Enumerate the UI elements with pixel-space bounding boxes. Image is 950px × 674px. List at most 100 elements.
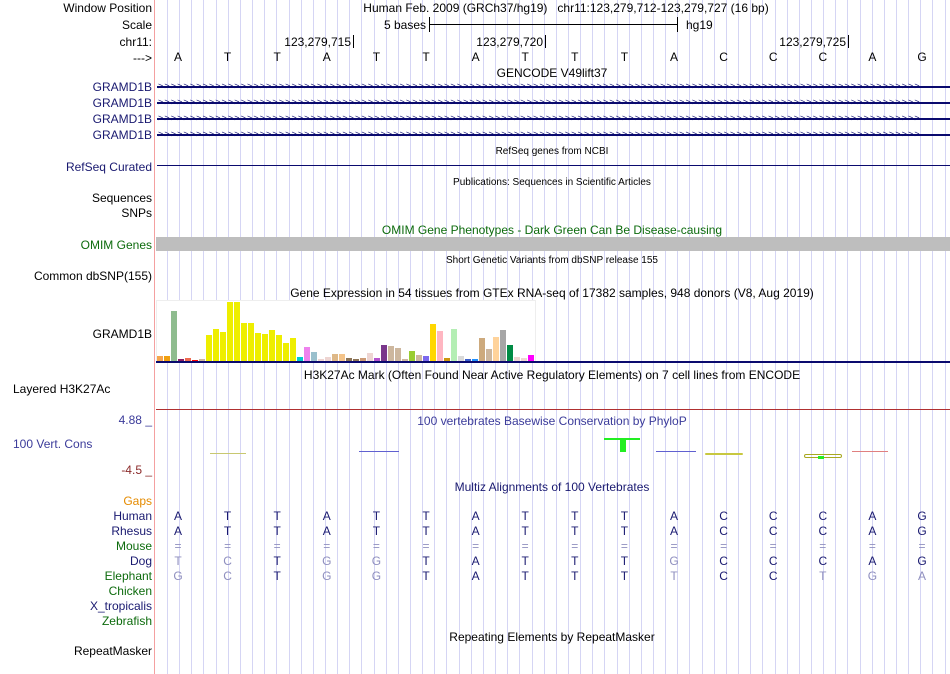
gtex-tissue-bar[interactable] [283,343,289,362]
h3k27ac-title: H3K27Ac Mark (Often Found Near Active Re… [303,368,801,382]
reference-base: A [173,50,183,64]
gencode-transcript-label[interactable]: GRAMD1B [92,80,152,94]
gtex-tissue-bar[interactable] [458,356,464,362]
alignment-base: C [223,569,232,583]
gtex-tissue-bar[interactable] [479,338,485,362]
alignment-base: T [223,524,232,538]
gencode-transcript-label[interactable]: GRAMD1B [92,96,152,110]
species-label[interactable]: Elephant [104,569,152,583]
gencode-transcript-label[interactable]: GRAMD1B [92,112,152,126]
omim-gene-bar[interactable] [156,237,950,251]
gtex-tissue-bar[interactable] [269,330,275,362]
gtex-tissue-bar[interactable] [437,331,443,362]
h3k27ac-label[interactable]: Layered H3K27Ac [13,382,111,396]
repeatmasker-label[interactable]: RepeatMasker [73,644,152,658]
strand-arrows-icon: >>>>>>>>>>>>>>>>>>>>>>>>>>>>>>>>>>>>>>>>… [158,82,921,91]
gtex-tissue-bar[interactable] [423,356,429,362]
alignment-base: A [669,524,679,538]
gtex-tissue-bar[interactable] [521,358,527,362]
gtex-tissue-bar[interactable] [311,352,317,362]
gtex-tissue-bar[interactable] [374,358,380,362]
gtex-tissue-bar[interactable] [465,359,471,362]
scale-assembly: hg19 [686,18,713,32]
publications-label-sequences[interactable]: Sequences [91,191,152,205]
gtex-tissue-bar[interactable] [178,359,184,362]
gtex-tissue-bar[interactable] [255,333,261,362]
gtex-tissue-bar[interactable] [185,358,191,362]
gtex-tissue-bar[interactable] [367,353,373,362]
alignment-base: = [273,539,281,553]
gtex-tissue-bar[interactable] [290,338,296,362]
gencode-transcript-line[interactable] [157,118,950,120]
gtex-tissue-bar[interactable] [514,357,520,362]
gtex-tissue-bar[interactable] [451,329,457,362]
grid-line [677,0,679,674]
gtex-tissue-bar[interactable] [206,335,212,362]
gtex-tissue-bar[interactable] [157,356,163,362]
gencode-transcript-label[interactable]: GRAMD1B [92,128,152,142]
gtex-tissue-bar[interactable] [353,359,359,362]
gtex-tissue-bar[interactable] [199,359,205,362]
gtex-tissue-bar[interactable] [402,359,408,362]
gencode-transcript-line[interactable] [157,102,950,104]
gtex-tissue-bar[interactable] [262,334,268,362]
gtex-tissue-bar[interactable] [381,345,387,362]
species-label[interactable]: Mouse [115,539,152,553]
gtex-tissue-bar[interactable] [332,354,338,362]
gtex-tissue-bar[interactable] [234,302,240,362]
alignment-base: T [422,554,430,568]
gtex-tissue-bar[interactable] [276,335,282,362]
publications-label-snps[interactable]: SNPs [121,206,152,220]
gtex-tissue-bar[interactable] [430,324,436,362]
gtex-tissue-bar[interactable] [500,330,506,362]
refseq-gene-line[interactable] [157,165,950,166]
gtex-tissue-bar[interactable] [171,311,177,362]
reference-base: C [768,50,778,64]
gtex-tissue-bar[interactable] [248,323,254,362]
gtex-tissue-bar[interactable] [388,346,394,362]
gtex-tissue-bar[interactable] [360,358,366,362]
gencode-title: GENCODE V49lift37 [496,66,608,80]
alignment-base: T [571,569,579,583]
gtex-tissue-bar[interactable] [346,358,352,362]
gtex-tissue-bar[interactable] [528,355,534,362]
alignment-base: C [719,524,728,538]
gtex-tissue-bar[interactable] [227,302,233,362]
gtex-tissue-bar[interactable] [213,329,219,362]
gtex-tissue-bar[interactable] [325,357,331,362]
alignment-base: = [323,539,331,553]
species-label[interactable]: Human [113,509,152,523]
gtex-tissue-bar[interactable] [409,351,415,362]
omim-label[interactable]: OMIM Genes [80,238,152,252]
species-label[interactable]: Zebrafish [101,614,152,628]
refseq-title: RefSeq genes from NCBI [495,146,609,157]
gtex-tissue-bar[interactable] [416,355,422,362]
refseq-label[interactable]: RefSeq Curated [65,160,152,174]
gtex-tissue-bar[interactable] [444,358,450,362]
phylop-label[interactable]: 100 Vert. Cons [13,437,93,451]
gtex-chart[interactable] [156,300,536,362]
gtex-tissue-bar[interactable] [318,359,324,362]
gtex-tissue-bar[interactable] [241,323,247,362]
gtex-tissue-bar[interactable] [507,345,513,362]
gtex-tissue-bar[interactable] [220,332,226,362]
species-label[interactable]: Dog [129,554,152,568]
gtex-tissue-bar[interactable] [472,359,478,362]
gtex-tissue-bar[interactable] [339,354,345,362]
gtex-tissue-bar[interactable] [493,337,499,362]
gtex-tissue-bar[interactable] [297,357,303,362]
position-tick-mark [848,35,849,48]
species-label[interactable]: Chicken [108,584,152,598]
gtex-tissue-bar[interactable] [164,356,170,362]
species-label[interactable]: X_tropicalis [89,599,152,613]
gtex-tissue-bar[interactable] [486,349,492,362]
gtex-tissue-bar[interactable] [395,348,401,362]
species-label[interactable]: Rhesus [111,524,152,538]
gtex-tissue-bar[interactable] [304,347,310,362]
gencode-transcript-line[interactable] [157,134,950,136]
dbsnp-label[interactable]: Common dbSNP(155) [33,269,152,283]
gtex-label[interactable]: GRAMD1B [92,327,152,341]
gencode-transcript-line[interactable] [157,86,950,88]
phylop-mark [818,456,824,459]
alignment-base: A [868,554,877,568]
